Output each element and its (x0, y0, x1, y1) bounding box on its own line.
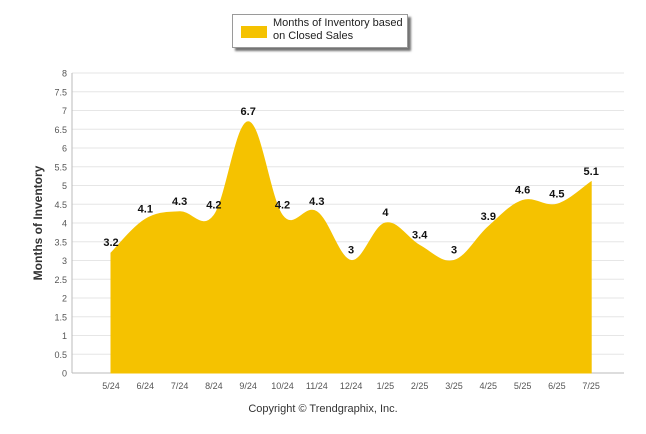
series-area-path (110, 121, 592, 374)
y-tick-label: 1 (62, 331, 67, 341)
y-tick-label: 5 (62, 181, 67, 191)
y-tick-label: 8 (62, 69, 67, 79)
data-label: 3 (348, 245, 354, 257)
data-label: 3.4 (412, 230, 428, 242)
y-tick-label: 0 (62, 369, 67, 379)
y-tick-label: 0.5 (54, 350, 67, 360)
data-label: 4.2 (275, 200, 290, 212)
legend: Months of Inventory based on Closed Sale… (232, 14, 408, 48)
y-axis-title: Months of Inventory (31, 165, 45, 280)
x-tick-label: 7/24 (171, 381, 189, 391)
x-tick-label: 6/24 (137, 381, 155, 391)
x-tick-label: 7/25 (582, 381, 600, 391)
y-tick-labels: 0 0.5 1 1.5 2 2.5 3 3.5 4 4.5 5 5.5 6 6.5 7 7.5 8 (54, 69, 67, 379)
y-tick-label: 2.5 (54, 275, 67, 285)
y-tick-label: 2 (62, 294, 67, 304)
y-tick-label: 4 (62, 219, 67, 229)
y-tick-label: 6 (62, 144, 67, 154)
series-area (110, 121, 592, 374)
y-tick-label: 3.5 (54, 237, 67, 247)
y-tick-label: 1.5 (54, 312, 67, 322)
y-tick-label: 3 (62, 256, 67, 266)
y-tick-label: 7 (62, 106, 67, 116)
x-tick-label: 9/24 (239, 381, 257, 391)
data-label: 4.5 (549, 188, 564, 200)
y-tick-label: 4.5 (54, 200, 67, 210)
y-tick-label: 5.5 (54, 162, 67, 172)
x-tick-label: 10/24 (271, 381, 294, 391)
x-tick-label: 1/25 (377, 381, 395, 391)
x-tick-label: 4/25 (480, 381, 498, 391)
y-tick-label: 7.5 (54, 87, 67, 97)
data-label: 4 (382, 207, 389, 219)
data-label: 4.1 (138, 203, 153, 215)
x-tick-label: 12/24 (340, 381, 363, 391)
legend-swatch (241, 26, 267, 38)
data-label: 4.2 (206, 200, 221, 212)
x-tick-label: 2/25 (411, 381, 429, 391)
x-tick-labels: 5/24 6/24 7/24 8/24 9/24 10/24 11/24 12/24 1/25 2… (102, 381, 600, 391)
x-tick-label: 5/24 (102, 381, 120, 391)
x-tick-label: 11/24 (306, 381, 328, 391)
data-label: 4.3 (172, 196, 187, 208)
data-label: 3.2 (103, 237, 118, 249)
data-label: 3 (451, 245, 457, 257)
data-label: 4.6 (515, 185, 530, 197)
x-tick-label: 5/25 (514, 381, 532, 391)
copyright-footer: Copyright © Trendgraphix, Inc. (248, 403, 398, 415)
data-label: 5.1 (584, 166, 599, 178)
data-label: 4.3 (309, 196, 324, 208)
data-label: 6.7 (241, 106, 256, 118)
x-tick-label: 8/24 (205, 381, 223, 391)
legend-label: Months of Inventory based on Closed Sale… (273, 17, 403, 42)
x-tick-label: 6/25 (548, 381, 566, 391)
y-tick-label: 6.5 (54, 125, 67, 135)
x-tick-label: 3/25 (445, 381, 463, 391)
data-labels: 3.2 4.1 4.3 4.2 6.7 4.2 4.3 3 4 3.4 3 3.9 4.6 4.5 5.1 (103, 106, 598, 257)
data-label: 3.9 (481, 211, 496, 223)
